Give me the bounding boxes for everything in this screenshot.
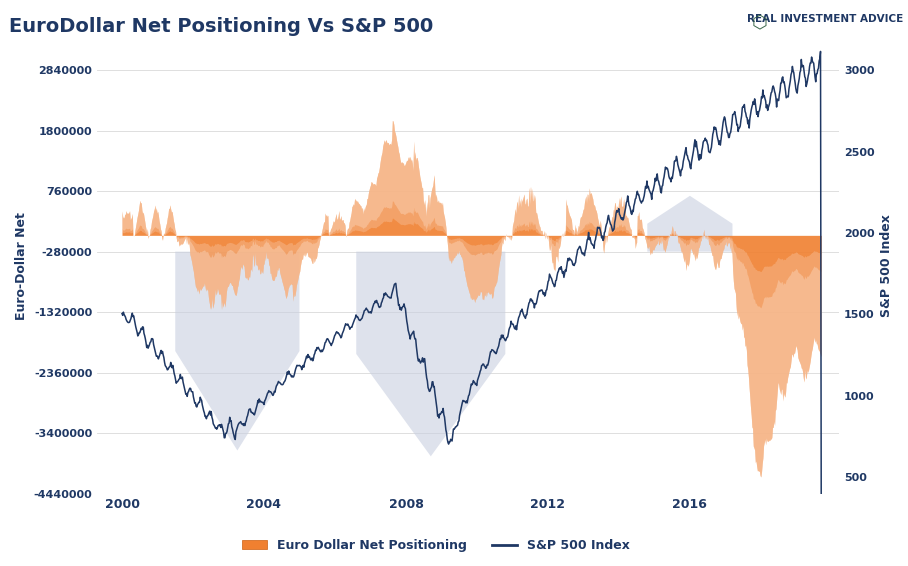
Text: EuroDollar Net Positioning Vs S&P 500: EuroDollar Net Positioning Vs S&P 500 (9, 17, 433, 36)
Text: REAL INVESTMENT ADVICE: REAL INVESTMENT ADVICE (747, 14, 903, 24)
Polygon shape (356, 252, 506, 456)
Y-axis label: Euro-Dollar Net: Euro-Dollar Net (15, 212, 28, 320)
Polygon shape (647, 196, 733, 252)
Text: ⬡: ⬡ (752, 14, 767, 32)
Y-axis label: S&P 500 Index: S&P 500 Index (880, 214, 893, 317)
Legend: Euro Dollar Net Positioning, S&P 500 Index: Euro Dollar Net Positioning, S&P 500 Ind… (237, 534, 635, 557)
Polygon shape (175, 252, 300, 451)
